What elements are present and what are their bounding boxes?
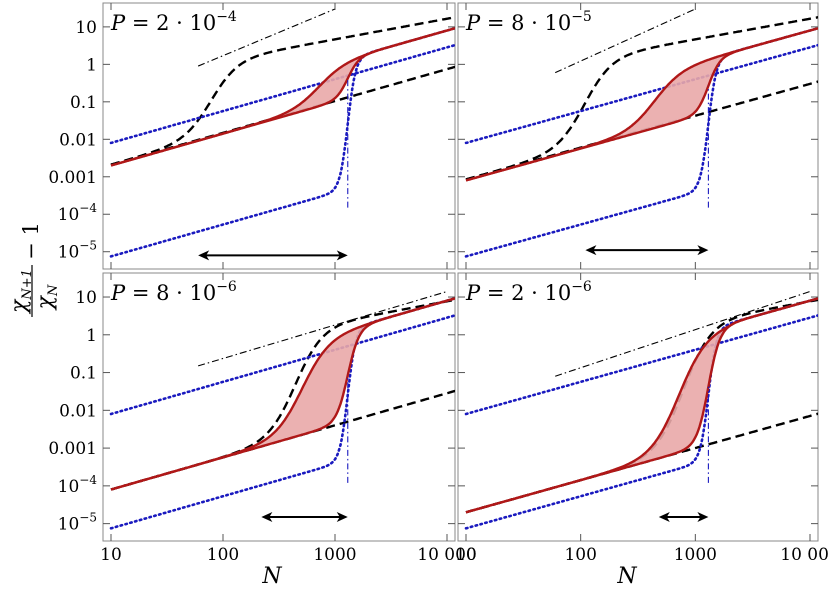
panel-frame: [457, 272, 819, 542]
panel-title: P = 2 · 10−4: [110, 9, 237, 35]
blue-dotted-upper-line: [109, 314, 455, 416]
panel-plot-area: [464, 8, 818, 258]
panel-title-value: = 8 · 10: [480, 11, 571, 35]
y-tick-label: 10−5: [58, 511, 97, 535]
panel-title-symbol: P: [110, 11, 126, 35]
panel-title-symbol: P: [465, 11, 481, 35]
double-arrow-right-head: [697, 511, 709, 522]
panel-title-exponent: −6: [216, 279, 237, 295]
panel-frame: [102, 2, 456, 270]
x-tick-label: 100: [564, 545, 596, 565]
y-tick-label: 1: [86, 326, 97, 346]
double-arrow-right-head: [336, 511, 348, 522]
panel-title-value: = 8 · 10: [125, 281, 216, 305]
x-axis-title-left: N: [261, 564, 282, 589]
y-tick-label: 0.1: [70, 93, 97, 113]
double-arrow-left-head: [658, 511, 670, 522]
y-tick-label: 10: [75, 288, 97, 308]
blue-dotted-upper-line: [109, 43, 455, 145]
panel-title-value: = 2 · 10: [480, 281, 571, 305]
y-tick-label: 10−4: [58, 201, 98, 225]
black-dashed-upper-curve: [110, 16, 455, 166]
y-tick-label: 10−5: [58, 239, 97, 263]
y-tick-label: 0.001: [48, 168, 97, 188]
panel-title-exponent: −4: [216, 9, 237, 25]
red-band-lower-line: [465, 297, 818, 514]
double-arrow-right-head: [697, 245, 709, 256]
panel-title: P = 8 · 10−5: [465, 9, 592, 35]
panel-plot-area: [464, 290, 818, 530]
y-tick-label: 0.001: [48, 439, 97, 459]
x-axis-title-right: N: [616, 564, 637, 589]
red-band-lower-line: [465, 27, 818, 182]
panel-title-value: = 2 · 10: [125, 11, 216, 35]
x-tick-label: 10 000: [417, 545, 476, 565]
y-axis-title-denominator: χN: [33, 284, 61, 311]
panel-plot-area: [109, 290, 455, 530]
x-tick-label: 10: [100, 545, 122, 565]
double-arrow-left-head: [261, 511, 273, 522]
panel-plot-area: [109, 8, 455, 258]
thin-dashdot-line: [555, 290, 811, 377]
y-tick-label: 0.1: [70, 364, 97, 384]
double-arrow-right-head: [336, 250, 348, 261]
thin-dashdot-line: [555, 8, 696, 74]
red-band-lower-line: [110, 297, 455, 491]
thin-dashdot-line: [197, 8, 336, 67]
x-tick-label: 1000: [674, 545, 717, 565]
y-axis-title-numerator: χN+1: [7, 269, 35, 315]
y-tick-label: 0.01: [59, 401, 97, 421]
x-tick-label: 1000: [313, 545, 356, 565]
blue-dotted-upper-line: [464, 314, 818, 416]
y-tick-label: 1: [86, 55, 97, 75]
y-tick-label: 10: [75, 18, 97, 38]
panel-frame: [457, 2, 819, 270]
panel-title: P = 2 · 10−6: [465, 279, 592, 305]
blue-dotted-upper-line: [464, 43, 818, 145]
panel-title: P = 8 · 10−6: [110, 279, 237, 305]
panel-title-symbol: P: [465, 281, 481, 305]
x-tick-label: 100: [207, 545, 239, 565]
x-tick-label: 10: [455, 545, 477, 565]
panel-4: P = 2 · 10−6 10 100 1000 10 000: [455, 272, 830, 565]
y-axis-title: χN+1 χN − 1: [7, 222, 61, 317]
y-tick-label: 0.01: [59, 130, 97, 150]
panel-1: P = 2 · 10−4 10 1 0.1 0.01 0.001 10−4 10−5: [48, 2, 456, 270]
panel-title-exponent: −6: [571, 279, 592, 295]
black-dashed-upper-curve: [465, 16, 818, 181]
panel-title-symbol: P: [110, 281, 126, 305]
x-tick-label: 10 000: [780, 545, 830, 565]
panel-2: P = 8 · 10−5: [457, 2, 819, 270]
panel-title-exponent: −5: [571, 9, 592, 25]
red-band-lower-line: [110, 27, 455, 167]
y-tick-label: 10−4: [58, 473, 98, 497]
y-axis-title-minus-one: − 1: [19, 222, 43, 260]
blue-dotted-lower-curve: [109, 26, 455, 258]
double-arrow-left-head: [585, 245, 597, 256]
double-arrow-left-head: [198, 250, 210, 261]
